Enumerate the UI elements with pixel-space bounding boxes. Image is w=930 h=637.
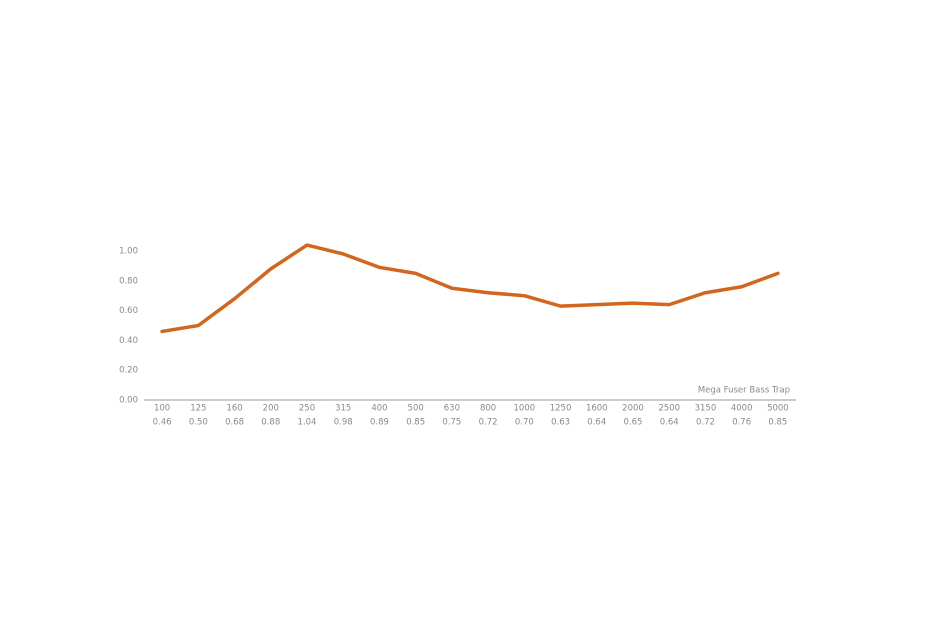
value-label: 0.46 — [153, 418, 172, 428]
x-tick-label: 2500 — [658, 404, 680, 414]
x-tick-label: 5000 — [767, 404, 789, 414]
x-tick-label: 160 — [226, 404, 242, 414]
value-label: 0.68 — [225, 418, 244, 428]
value-label: 0.85 — [406, 418, 425, 428]
value-label: 0.64 — [660, 418, 679, 428]
y-tick-label: 1.00 — [119, 247, 138, 257]
value-label: 0.50 — [189, 418, 208, 428]
value-label: 1.04 — [298, 418, 317, 428]
value-label: 0.72 — [479, 418, 498, 428]
x-tick-label: 250 — [299, 404, 315, 414]
x-tick-label: 4000 — [731, 404, 753, 414]
value-label: 0.70 — [515, 418, 534, 428]
y-tick-label: 0.60 — [119, 306, 138, 316]
value-label: 0.63 — [551, 418, 570, 428]
value-label: 0.75 — [442, 418, 461, 428]
value-label: 0.64 — [587, 418, 606, 428]
x-tick-label: 125 — [190, 404, 206, 414]
y-tick-label: 0.40 — [119, 336, 138, 346]
y-tick-label: 0.20 — [119, 366, 138, 376]
value-label: 0.85 — [768, 418, 787, 428]
x-tick-label: 500 — [408, 404, 424, 414]
x-tick-label: 1250 — [550, 404, 572, 414]
value-label: 0.72 — [696, 418, 715, 428]
data-line — [160, 243, 780, 334]
x-tick-label: 100 — [154, 404, 170, 414]
series-label: Mega Fuser Bass Trap — [698, 386, 790, 396]
x-tick-label: 400 — [371, 404, 387, 414]
x-tick-label: 630 — [444, 404, 460, 414]
x-tick-label: 1600 — [586, 404, 608, 414]
value-label: 0.88 — [261, 418, 280, 428]
x-tick-label: 1000 — [514, 404, 536, 414]
value-label: 0.65 — [624, 418, 643, 428]
y-tick-label: 0.80 — [119, 276, 138, 286]
x-tick-label: 800 — [480, 404, 496, 414]
value-label: 0.76 — [732, 418, 751, 428]
x-tick-label: 315 — [335, 404, 351, 414]
y-tick-label: 0.00 — [119, 396, 138, 406]
x-tick-label: 3150 — [695, 404, 717, 414]
x-tick-label: 2000 — [622, 404, 644, 414]
x-tick-label: 200 — [263, 404, 279, 414]
value-label: 0.89 — [370, 418, 389, 428]
value-label: 0.98 — [334, 418, 353, 428]
